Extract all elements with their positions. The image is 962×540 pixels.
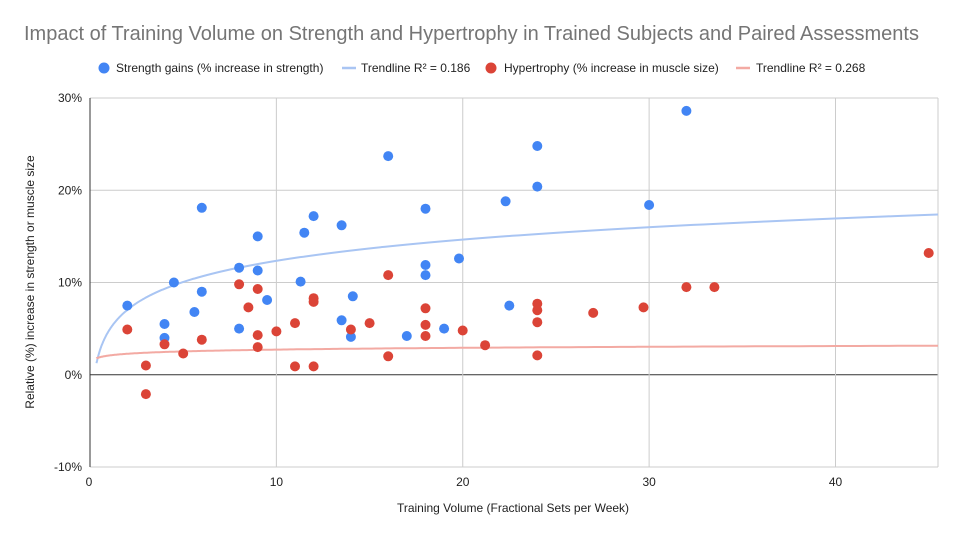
strength-point[interactable] [439, 323, 450, 334]
legend: Strength gains (% increase in strength) … [98, 61, 866, 75]
hypertrophy-point[interactable] [364, 318, 375, 329]
strength-point[interactable] [262, 295, 273, 305]
strength-point[interactable] [234, 323, 245, 334]
strength-point[interactable] [299, 227, 310, 238]
hypertrophy-point[interactable] [532, 350, 543, 361]
strength-point[interactable] [252, 265, 263, 276]
hypertrophy-point[interactable] [159, 339, 170, 350]
strength-point[interactable] [420, 203, 431, 214]
strength-point[interactable] [336, 315, 347, 326]
hypertrophy-point[interactable] [532, 305, 543, 316]
gridlines [89, 97, 939, 468]
hypertrophy-point[interactable] [383, 351, 394, 362]
hypertrophy-point[interactable] [638, 302, 649, 313]
legend-label-strength-trend[interactable]: Trendline R² = 0.186 [361, 61, 471, 75]
hypertrophy-point[interactable] [252, 284, 263, 294]
hypertrophy-point[interactable] [122, 324, 133, 335]
hypertrophy-point[interactable] [383, 270, 394, 281]
hypertrophy-point[interactable] [308, 361, 319, 372]
hypertrophy-point[interactable] [457, 325, 468, 336]
strength-point[interactable] [504, 300, 515, 311]
hypertrophy-point[interactable] [140, 389, 151, 400]
legend-marker-hypertrophy [485, 62, 497, 74]
strength-point[interactable] [532, 141, 543, 151]
strength-point[interactable] [295, 276, 306, 287]
strength-point[interactable] [308, 211, 319, 222]
hypertrophy-point[interactable] [234, 279, 245, 290]
hypertrophy-point[interactable] [178, 348, 189, 359]
y-tick-label: 30% [58, 91, 82, 105]
strength-point[interactable] [454, 253, 464, 264]
chart-title: Impact of Training Volume on Strength an… [24, 23, 919, 45]
trendline-strength [95, 213, 939, 364]
hypertrophy-point[interactable] [345, 324, 356, 335]
y-tick-label: 0% [65, 368, 83, 382]
hypertrophy-point[interactable] [480, 340, 491, 351]
strength-point[interactable] [345, 331, 356, 342]
strength-point[interactable] [681, 105, 692, 116]
hypertrophy-point[interactable] [923, 248, 934, 258]
strength-point[interactable] [159, 319, 170, 329]
strength-point[interactable] [347, 291, 358, 302]
hypertrophy-point[interactable] [588, 307, 599, 318]
hypertrophy-point[interactable] [140, 360, 151, 371]
y-tick-label: 10% [58, 276, 82, 290]
strength-point[interactable] [336, 220, 347, 231]
y-tick-label: 20% [58, 183, 82, 197]
hypertrophy-point[interactable] [532, 317, 543, 328]
hypertrophy-point[interactable] [420, 303, 431, 314]
strength-point[interactable] [196, 286, 207, 297]
hypertrophy-point[interactable] [252, 330, 263, 341]
strength-point[interactable] [420, 260, 431, 270]
legend-label-strength[interactable]: Strength gains (% increase in strength) [116, 61, 323, 75]
strength-point[interactable] [401, 331, 412, 341]
strength-point[interactable] [196, 202, 207, 213]
x-tick-label: 10 [270, 475, 284, 489]
legend-label-hypertrophy[interactable]: Hypertrophy (% increase in muscle size) [504, 61, 719, 75]
hypertrophy-point[interactable] [420, 319, 431, 330]
x-tick-label: 40 [829, 475, 843, 489]
strength-point[interactable] [234, 262, 245, 273]
x-axis-title: Training Volume (Fractional Sets per Wee… [397, 501, 629, 515]
hypertrophy-point[interactable] [709, 282, 720, 293]
hypertrophy-point[interactable] [290, 318, 300, 329]
hypertrophy-point[interactable] [420, 331, 431, 341]
strength-point[interactable] [532, 181, 543, 192]
strength-point[interactable] [500, 196, 511, 207]
hypertrophy-point[interactable] [196, 334, 207, 345]
strength-point[interactable] [252, 231, 263, 242]
trendlines [95, 213, 939, 364]
data-points [122, 105, 934, 400]
trendline-hypertrophy [95, 344, 938, 360]
x-tick-label: 0 [86, 475, 93, 489]
strength-point[interactable] [644, 200, 655, 210]
y-tick-label: -10% [54, 460, 82, 474]
x-tick-label: 30 [642, 475, 656, 489]
hypertrophy-point[interactable] [252, 342, 263, 353]
x-tick-label: 20 [456, 475, 470, 489]
y-axis-title: Relative (%) increase in strength or mus… [23, 155, 37, 409]
hypertrophy-point[interactable] [243, 302, 254, 313]
axis-ticks: -10% 0% 10% 20% 30% 0 10 20 30 40 [54, 91, 843, 489]
legend-label-hypertrophy-trend[interactable]: Trendline R² = 0.268 [756, 61, 866, 75]
hypertrophy-point[interactable] [308, 296, 319, 307]
strength-point[interactable] [168, 277, 179, 288]
strength-point[interactable] [122, 300, 133, 311]
strength-point[interactable] [383, 151, 394, 162]
strength-point[interactable] [420, 270, 431, 281]
legend-marker-strength [98, 62, 110, 74]
hypertrophy-point[interactable] [681, 282, 692, 293]
strength-point[interactable] [189, 307, 200, 317]
hypertrophy-point[interactable] [271, 326, 282, 337]
hypertrophy-point[interactable] [290, 361, 300, 372]
